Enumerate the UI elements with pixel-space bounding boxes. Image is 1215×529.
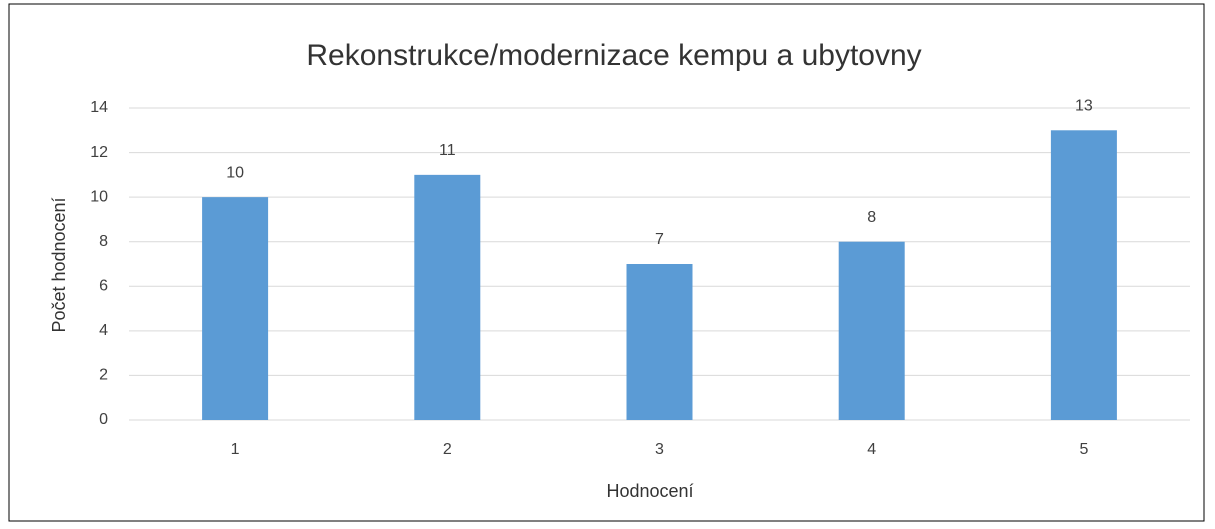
chart-frame bbox=[8, 3, 1205, 522]
y-tick-label: 8 bbox=[99, 233, 108, 250]
data-label: 11 bbox=[439, 142, 456, 159]
y-tick-label: 2 bbox=[99, 367, 108, 384]
y-tick-label: 10 bbox=[90, 188, 108, 205]
data-label: 7 bbox=[655, 231, 664, 248]
bar bbox=[202, 197, 269, 420]
bar bbox=[838, 241, 905, 420]
y-tick-label: 14 bbox=[90, 99, 108, 116]
bar bbox=[626, 264, 693, 420]
data-label: 8 bbox=[867, 209, 876, 226]
x-tick-label: 5 bbox=[1079, 441, 1088, 458]
y-tick-label: 12 bbox=[90, 144, 108, 161]
y-tick-label: 6 bbox=[99, 278, 108, 295]
bar bbox=[1050, 130, 1117, 421]
data-label: 13 bbox=[1075, 98, 1093, 115]
chart-title: Rekonstrukce/modernizace kempu a ubytovn… bbox=[306, 39, 921, 72]
y-tick-label: 0 bbox=[99, 411, 108, 428]
x-tick-label: 3 bbox=[655, 441, 664, 458]
y-axis-title: Počet hodnocení bbox=[49, 197, 69, 332]
bar bbox=[414, 174, 481, 420]
x-tick-label: 1 bbox=[231, 441, 240, 458]
x-axis-title: Hodnocení bbox=[606, 481, 693, 501]
x-tick-label: 2 bbox=[443, 441, 452, 458]
x-tick-label: 4 bbox=[867, 441, 876, 458]
data-label: 10 bbox=[226, 164, 244, 181]
y-tick-label: 4 bbox=[99, 322, 108, 339]
